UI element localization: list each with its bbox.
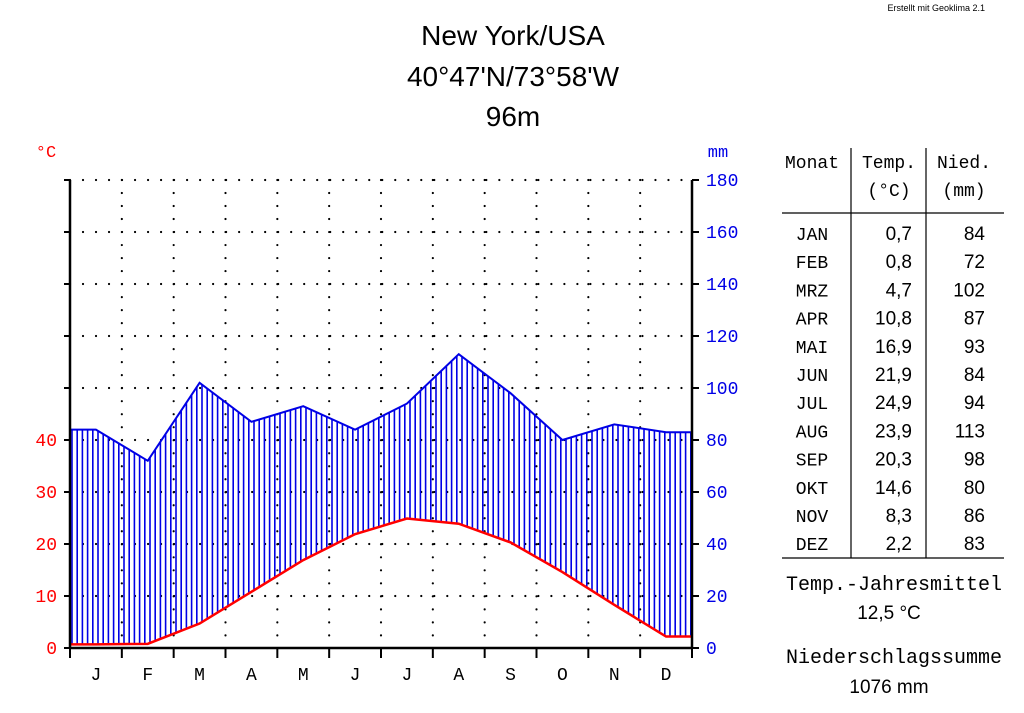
annual-temp-value: 12,5 °C <box>857 603 921 624</box>
table-cell-prec: 98 <box>964 450 985 471</box>
table-cell-prec: 87 <box>964 309 985 330</box>
table-cell-temp: 21,9 <box>875 365 912 386</box>
table-cell-prec: 84 <box>964 224 986 245</box>
right-tick-label: 60 <box>706 484 728 504</box>
temperature-line <box>70 517 692 646</box>
table-cell-temp: 0,8 <box>886 252 912 273</box>
station-title: New York/USA <box>421 20 605 51</box>
credit-text: Erstellt mit Geoklima 2.1 <box>887 3 985 13</box>
table-cell-temp: 14,6 <box>875 478 912 499</box>
table-cell-prec: 72 <box>964 252 985 273</box>
month-label: A <box>246 666 257 686</box>
table-cell-temp: 16,9 <box>875 337 912 358</box>
table-cell-prec: 93 <box>964 337 985 358</box>
station-coordinates: 40°47'N/73°58'W <box>407 61 620 92</box>
table-header-temp-unit: (°C) <box>867 182 910 202</box>
precipitation-line <box>70 352 692 463</box>
right-tick-label: 80 <box>706 432 728 452</box>
table-cell-month: APR <box>796 311 829 331</box>
table-cell-month: SEP <box>796 452 828 472</box>
left-axis-unit: °C <box>36 144 56 163</box>
month-label: M <box>194 666 205 686</box>
right-tick-label: 180 <box>706 172 738 192</box>
table-header-month: Monat <box>785 154 839 174</box>
table-cell-month: JUL <box>796 395 828 415</box>
annual-temp-label: Temp.-Jahresmittel <box>786 574 1002 597</box>
table-cell-month: FEB <box>796 254 829 274</box>
table-cell-temp: 0,7 <box>886 224 912 245</box>
left-tick-label: 30 <box>35 484 57 504</box>
axis-labels: 0 10 20 30 40 0 20 40 60 80 100 120 140 160 180 J F M A M J J… <box>35 172 738 686</box>
precipitation-hatch <box>71 356 692 645</box>
table-cell-prec: 113 <box>955 421 985 442</box>
table-cell-temp: 4,7 <box>886 280 912 301</box>
left-tick-label: 40 <box>35 432 57 452</box>
table-cell-prec: 86 <box>964 506 985 527</box>
table-header-temp: Temp. <box>862 154 916 174</box>
month-label: S <box>505 666 516 686</box>
table-cell-month: JAN <box>796 226 828 246</box>
left-tick-label: 20 <box>35 536 57 556</box>
table-cell-month: MAI <box>796 339 828 359</box>
table-cell-month: OKT <box>796 480 829 500</box>
table-cell-month: MRZ <box>796 282 829 302</box>
table-cell-month: JUN <box>796 367 828 387</box>
right-tick-label: 40 <box>706 536 728 556</box>
month-label: J <box>91 666 102 686</box>
month-label: J <box>402 666 413 686</box>
table-cell-temp: 10,8 <box>875 309 912 330</box>
station-elevation: 96m <box>486 101 540 132</box>
right-tick-label: 140 <box>706 276 738 296</box>
right-tick-label: 120 <box>706 328 738 348</box>
table-cell-temp: 20,3 <box>875 450 912 471</box>
right-tick-label: 0 <box>706 640 717 660</box>
right-tick-label: 100 <box>706 380 738 400</box>
table-cell-temp: 24,9 <box>875 393 912 414</box>
left-tick-label: 0 <box>46 640 57 660</box>
right-axis-unit: mm <box>708 144 728 163</box>
table-cell-month: NOV <box>796 508 829 528</box>
left-tick-label: 10 <box>35 588 57 608</box>
month-label: A <box>453 666 464 686</box>
annual-prec-label: Niederschlagssumme <box>786 647 1002 670</box>
month-label: D <box>661 666 672 686</box>
table-cell-temp: 8,3 <box>886 506 912 527</box>
table-header-prec: Nied. <box>937 154 991 174</box>
table-cell-prec: 83 <box>964 534 985 555</box>
right-tick-label: 20 <box>706 588 728 608</box>
right-tick-label: 160 <box>706 224 738 244</box>
table-cell-temp: 2,2 <box>886 534 912 555</box>
month-label: O <box>557 666 568 686</box>
grid-lines <box>68 178 694 650</box>
table-cell-month: DEZ <box>796 536 829 556</box>
axes <box>64 179 699 658</box>
table-cell-prec: 80 <box>964 478 985 499</box>
table-cell-prec: 84 <box>964 365 986 386</box>
table-cell-prec: 102 <box>953 280 985 301</box>
month-label: J <box>350 666 361 686</box>
table-cell-temp: 23,9 <box>875 421 912 442</box>
month-label: M <box>298 666 309 686</box>
month-label: N <box>609 666 620 686</box>
table-rows: JAN 0,7 84 FEB 0,8 72 MRZ 4,7 102 APR 10,8 87 MAI 16,… <box>796 224 986 556</box>
table-cell-prec: 94 <box>964 393 986 414</box>
month-label: F <box>142 666 153 686</box>
table-cell-month: AUG <box>796 423 828 443</box>
climate-table: Monat Temp. (°C) Nied. (mm) JAN 0,7 84 FEB 0… <box>782 148 1004 559</box>
table-header-prec-unit: (mm) <box>942 182 985 202</box>
annual-prec-value: 1076 mm <box>849 677 928 698</box>
